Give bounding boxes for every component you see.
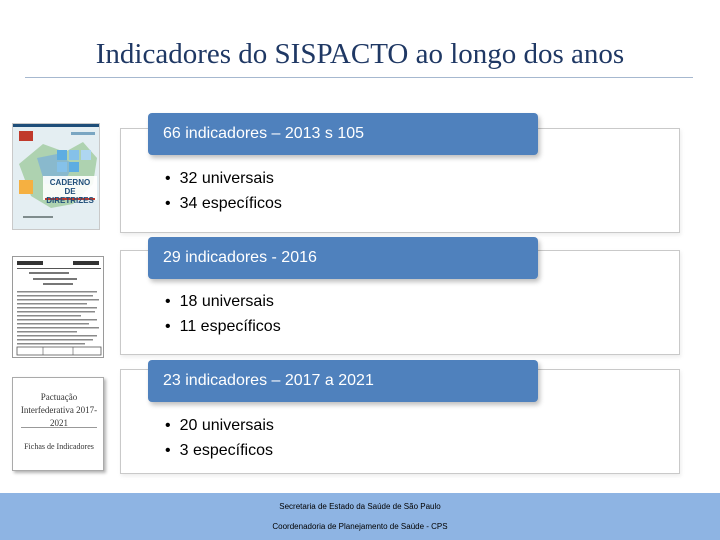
cover-illustration-icon xyxy=(13,124,99,229)
diario-oficial-page-image xyxy=(12,256,104,358)
section-header-2016: 29 indicadores - 2016 xyxy=(148,237,538,279)
list-item: 11 específicos xyxy=(165,314,281,339)
section-header-2013: 66 indicadores – 2013 s 105 xyxy=(148,113,538,155)
document-lines-icon xyxy=(13,257,103,357)
page-title: Indicadores do SISPACTO ao longo dos ano… xyxy=(95,38,625,70)
cover-title-text: CADERNO DE DIRETRIZES xyxy=(46,178,94,205)
cover-subtitle-text: Fichas de Indicadores xyxy=(24,442,94,451)
section-list-2016: 18 universais 11 específicos xyxy=(165,289,281,339)
list-item: 32 universais xyxy=(165,166,282,191)
list-item: 34 específicos xyxy=(165,191,282,216)
section-header-2017: 23 indicadores – 2017 a 2021 xyxy=(148,360,538,402)
footer-bar: Secretaria de Estado da Saúde de São Pau… xyxy=(0,493,720,540)
footer-line-1: Secretaria de Estado da Saúde de São Pau… xyxy=(279,502,441,511)
section-list-2017: 20 universais 3 específicos xyxy=(165,413,274,463)
list-item: 3 específicos xyxy=(165,438,274,463)
cover-divider xyxy=(21,427,97,428)
fichas-indicadores-cover-image: Pactuação Interfederativa 2017-2021 Fich… xyxy=(12,377,104,471)
caderno-diretrizes-cover-image: CADERNO DE DIRETRIZES xyxy=(12,123,100,230)
cover-title-text: Pactuação Interfederativa 2017-2021 xyxy=(20,392,98,428)
list-item: 20 universais xyxy=(165,413,274,438)
title-divider xyxy=(25,77,693,78)
list-item: 18 universais xyxy=(165,289,281,314)
footer-line-2: Coordenadoria de Planejamento de Saúde -… xyxy=(272,522,448,531)
section-list-2013: 32 universais 34 específicos xyxy=(165,166,282,216)
